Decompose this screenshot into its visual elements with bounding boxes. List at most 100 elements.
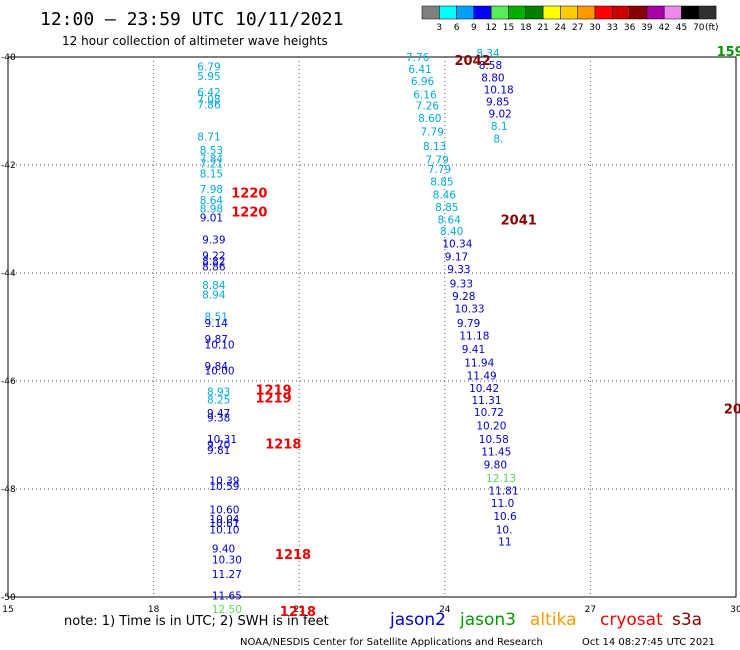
data-point-label: 10.20 xyxy=(476,421,506,433)
data-point-label: 10.6 xyxy=(493,511,517,523)
x-tick-labels: 15 18 21 24 27 30 xyxy=(2,605,740,615)
data-point-label: 11.81 xyxy=(488,485,518,497)
data-point-label: 8.13 xyxy=(423,141,446,153)
data-point-label: 6.42 xyxy=(197,87,220,99)
data-point-label: 11.31 xyxy=(471,395,501,407)
data-point-label: 9.17 xyxy=(445,252,468,264)
data-point-label: 8.85 xyxy=(430,177,453,189)
data-point-label: 10.18 xyxy=(484,85,514,97)
color-scale-swatch xyxy=(439,5,457,20)
data-point-label: 9.33 xyxy=(447,264,470,276)
data-point-label: 9.87 xyxy=(205,334,228,346)
color-scale-swatch xyxy=(646,5,665,20)
data-point-label: 10.60 xyxy=(209,504,239,516)
data-point-label: 6.41 xyxy=(408,64,431,76)
data-point-label: 10.31 xyxy=(207,434,237,446)
pass-time-marker: 1218 xyxy=(275,548,311,563)
data-point-label: 12.13 xyxy=(486,473,516,485)
data-point-label: 8.71 xyxy=(197,132,220,144)
color-scale-label: 30 xyxy=(589,23,601,33)
y-tick-label: -40 xyxy=(1,53,16,63)
y-tick-label: -44 xyxy=(1,269,16,279)
chart-subtitle: 12 hour collection of altimeter wave hei… xyxy=(62,34,328,48)
data-point-label: 5.95 xyxy=(197,71,220,83)
data-point-label: 11.49 xyxy=(467,370,497,382)
pass-time-marker: 2041 xyxy=(501,213,537,228)
color-scale-label: 24 xyxy=(555,23,567,33)
data-point-label: 8.98 xyxy=(200,204,223,216)
data-point-label: 10.61 xyxy=(209,518,239,530)
color-scale-swatch xyxy=(681,5,700,20)
plot-area: -40 -42 -44 -46 -48 -50 15 18 21 24 27 30 6.795.95… xyxy=(1,45,740,620)
pass-time-marker: 2042 xyxy=(455,54,491,69)
data-point-label: 10.72 xyxy=(474,407,504,419)
data-point-label: 8.40 xyxy=(440,226,463,238)
pass-time-marker: 1220 xyxy=(231,186,267,201)
data-point-label: 9.79 xyxy=(457,318,480,330)
data-point-label: 7.08 xyxy=(197,94,220,106)
color-scale-swatch xyxy=(594,5,613,20)
color-scale: 3 6 9 12 15 18 21 24 27 30 33 36 39 42 45 70 xyxy=(421,5,717,33)
data-point-label: 9.40 xyxy=(212,544,235,556)
color-scale-swatch xyxy=(612,5,630,20)
data-point-label: 11.0 xyxy=(491,498,514,510)
color-scale-label: 21 xyxy=(537,23,548,33)
data-point-label: 8.82 xyxy=(202,256,225,268)
data-point-label: 8.58 xyxy=(479,60,502,72)
data-point-label: 8.85 xyxy=(435,202,458,214)
pass-time-marker: 1218 xyxy=(265,438,301,453)
data-point-label: 11 xyxy=(498,537,511,549)
data-point-label: 7.86 xyxy=(197,99,221,111)
data-point-label: 6.79 xyxy=(197,62,220,74)
data-point-label: 10.34 xyxy=(442,239,472,251)
data-point-label: 8.46 xyxy=(433,189,457,201)
x-tick-label: 18 xyxy=(148,605,160,615)
data-point-label: 7.21 xyxy=(200,159,223,171)
data-point-label: 9.02 xyxy=(488,108,511,120)
color-scale-label: 9 xyxy=(471,23,477,33)
data-point-label: 10.04 xyxy=(209,514,239,526)
legend-item-s3a: s3a xyxy=(672,610,702,630)
pass-time-marker: 1219 xyxy=(256,384,292,399)
data-point-label: 8.34 xyxy=(476,48,500,60)
data-point-label: 9.70 xyxy=(207,440,230,452)
data-point-label: 11.94 xyxy=(464,357,494,369)
pass-time-marker: 1220 xyxy=(231,205,267,220)
data-point-label: 7.84 xyxy=(200,153,224,165)
data-point-label: 7.79 xyxy=(421,126,444,138)
data-point-label: 10.10 xyxy=(209,524,239,536)
data-point-label: 8.64 xyxy=(200,195,224,207)
color-scale-swatch xyxy=(508,5,527,20)
data-point-label: 8.1 xyxy=(491,121,508,133)
data-point-label: 10.59 xyxy=(209,481,239,493)
data-point-label: 9.41 xyxy=(462,344,485,356)
data-point-label: 11.65 xyxy=(212,591,242,603)
color-scale-label: 3 xyxy=(436,23,442,33)
data-point-label: 10. xyxy=(496,524,513,536)
color-scale-swatch xyxy=(698,5,717,20)
y-tick-label: -42 xyxy=(1,161,16,171)
pass-time-marker: 1218 xyxy=(280,605,316,620)
legend-item-altika: altika xyxy=(530,610,577,630)
data-point-label: 9.39 xyxy=(202,234,225,246)
data-point-label: 11.45 xyxy=(481,447,511,459)
color-scale-label: 36 xyxy=(624,23,636,33)
color-scale-unit: (ft) xyxy=(705,23,719,33)
data-point-label: 8.60 xyxy=(418,113,441,125)
legend-item-cryosat: cryosat xyxy=(600,610,663,630)
color-scale-label: 27 xyxy=(572,23,583,33)
color-scale-label: 33 xyxy=(607,23,618,33)
data-point-label: 10.33 xyxy=(455,303,485,315)
plot-frame xyxy=(7,56,737,598)
data-point-label: 7.79 xyxy=(428,164,451,176)
color-scale-swatch xyxy=(560,5,578,20)
color-scale-swatch xyxy=(525,5,544,20)
data-point-label: 10.30 xyxy=(212,555,242,567)
data-point-label: 8.51 xyxy=(205,312,228,324)
x-tick-label: 27 xyxy=(585,605,596,615)
color-scale-swatch xyxy=(456,5,475,20)
color-scale-label: 6 xyxy=(454,23,460,33)
grid xyxy=(8,57,736,597)
color-scale-swatch xyxy=(473,5,492,20)
data-point-label: 9.80 xyxy=(484,459,507,471)
